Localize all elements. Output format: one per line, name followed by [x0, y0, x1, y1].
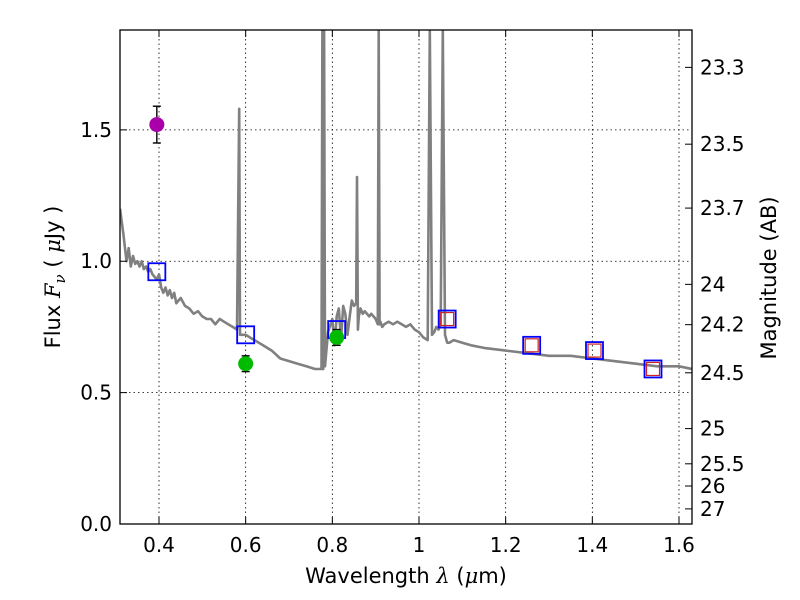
x-tick-label: 1.6: [663, 533, 695, 557]
grid: [120, 30, 692, 525]
model-photometry-marker: [437, 309, 457, 329]
x-axis-label: Wavelength λ (μm): [305, 564, 507, 588]
y-tick-label: 1.5: [80, 118, 112, 142]
x-tick-label: 0.4: [143, 533, 175, 557]
mag-tick-label: 26: [700, 474, 725, 498]
x-tick-label: 1.2: [490, 533, 522, 557]
y-tick-label: 0.0: [80, 512, 112, 536]
x-tick-label: 0.8: [316, 533, 348, 557]
mag-tick-label: 23.3: [700, 55, 745, 79]
plot-frame: [119, 29, 693, 525]
model-photometry-marker: [643, 359, 663, 379]
mag-tick-label: 25: [700, 417, 725, 441]
model-photometry-marker: [522, 335, 542, 355]
model-photometry-marker: [147, 262, 167, 282]
mag-tick-label: 27: [700, 497, 725, 521]
green-point-marker: [238, 356, 254, 372]
green-point-marker: [329, 329, 345, 345]
y2-axis-label: Magnitude (AB): [757, 196, 781, 359]
mag-tick-label: 24.5: [700, 361, 745, 385]
y-tick-label: 1.0: [80, 249, 112, 273]
x-tick-label: 1: [413, 533, 426, 557]
mag-tick-label: 23.7: [700, 196, 745, 220]
plot-series: [120, 30, 692, 379]
mag-tick-label: 24: [700, 272, 725, 296]
y-axis-label: Flux Fν ( μJy ): [41, 206, 69, 349]
model-photometry-marker: [585, 341, 604, 360]
sed-curve: [120, 30, 692, 371]
x-tick-label: 0.6: [230, 533, 262, 557]
magenta-point-marker: [149, 117, 165, 133]
y-tick-label: 0.5: [80, 381, 112, 405]
x-tick-label: 1.4: [576, 533, 608, 557]
mag-tick-label: 25.5: [700, 452, 745, 476]
observed-photometry-marker: [440, 311, 455, 327]
observed-photometry-marker: [587, 343, 602, 358]
mag-tick-label: 24.2: [700, 313, 745, 337]
axes: 0.4 0.6 0.8 1 1.2 1.4 1.6 0.0 0.5 1.0 1.5 23.3 23.5 2…: [80, 30, 745, 557]
model-photometry-marker: [236, 325, 256, 345]
mag-tick-label: 23.5: [700, 132, 745, 156]
observed-photometry-marker: [645, 361, 661, 377]
observed-photometry-marker: [524, 338, 539, 353]
